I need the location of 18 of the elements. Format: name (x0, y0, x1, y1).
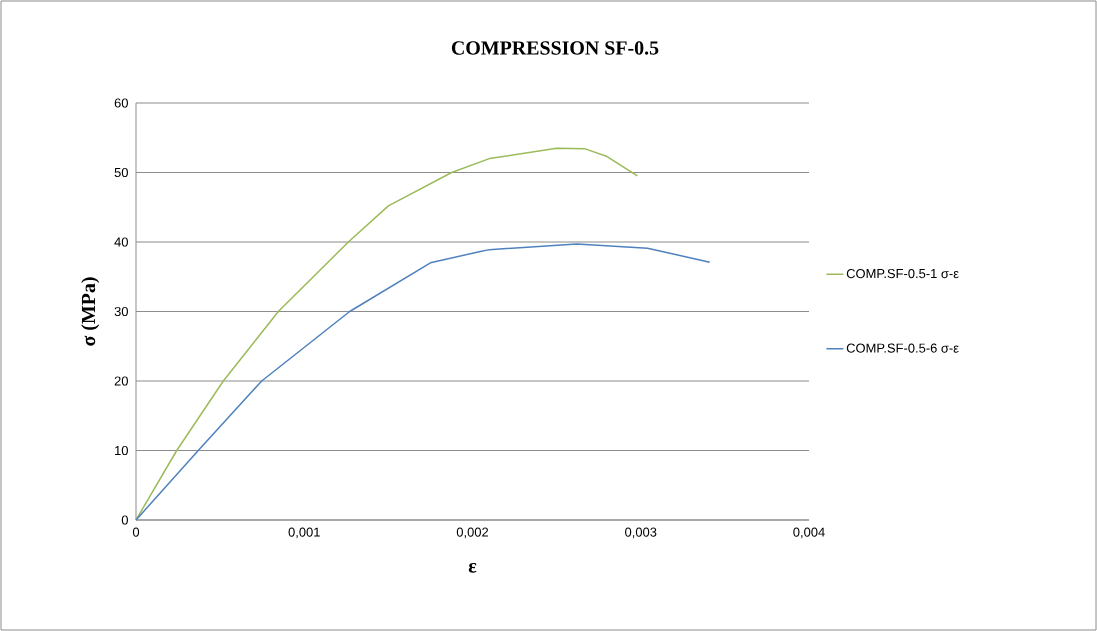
y-tick-label: 20 (114, 376, 128, 386)
legend-label: COMP.SF-0.5-1 σ-ε (846, 268, 959, 279)
x-tick-label: 0 (132, 527, 140, 537)
y-axis-title: σ (MPa) (81, 277, 100, 346)
chart-title: COMPRESSION SF-0.5 (451, 41, 659, 55)
x-tick-label: 0,003 (625, 527, 657, 539)
line-series (135, 243, 711, 521)
y-tick-label: 50 (114, 167, 128, 178)
y-tick-label: 30 (114, 306, 128, 317)
x-tick-label: 0,002 (456, 527, 489, 539)
x-tick-label: 0,001 (288, 527, 320, 539)
x-tick-label: 0,004 (793, 527, 825, 539)
y-tick-label: 60 (114, 98, 128, 108)
legend-label: COMP.SF-0.5-6 σ-ε (846, 343, 959, 353)
y-tick-label: 0 (121, 515, 128, 525)
x-axis-title: ε (468, 563, 477, 573)
y-tick-label: 40 (114, 237, 128, 247)
y-tick-label: 10 (115, 445, 128, 456)
